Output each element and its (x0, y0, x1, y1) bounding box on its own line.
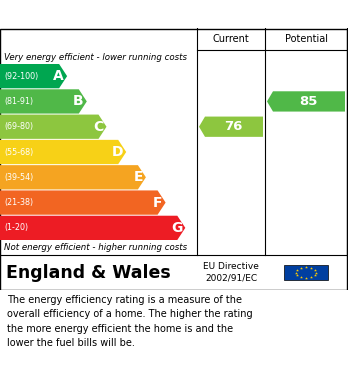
Polygon shape (0, 64, 67, 88)
Text: England & Wales: England & Wales (6, 264, 171, 282)
Text: (92-100): (92-100) (4, 72, 38, 81)
Text: EU Directive
2002/91/EC: EU Directive 2002/91/EC (203, 262, 259, 283)
Text: Potential: Potential (285, 34, 327, 44)
Text: C: C (93, 120, 103, 134)
Text: The energy efficiency rating is a measure of the
overall efficiency of a home. T: The energy efficiency rating is a measur… (7, 295, 253, 348)
Text: E: E (133, 170, 143, 184)
Text: Very energy efficient - lower running costs: Very energy efficient - lower running co… (4, 52, 187, 61)
Polygon shape (0, 115, 106, 139)
Text: (21-38): (21-38) (4, 198, 33, 207)
Text: (1-20): (1-20) (4, 223, 28, 232)
Text: (39-54): (39-54) (4, 173, 33, 182)
Text: 76: 76 (224, 120, 242, 133)
Text: Not energy efficient - higher running costs: Not energy efficient - higher running co… (4, 244, 187, 253)
Text: A: A (53, 69, 64, 83)
Text: G: G (171, 221, 182, 235)
Text: F: F (153, 196, 163, 210)
Polygon shape (0, 165, 146, 189)
Polygon shape (267, 91, 345, 111)
Text: 85: 85 (299, 95, 317, 108)
Text: B: B (73, 95, 84, 108)
Text: D: D (112, 145, 123, 159)
Polygon shape (199, 117, 263, 137)
Text: (55-68): (55-68) (4, 147, 33, 156)
Polygon shape (0, 216, 185, 240)
Polygon shape (0, 190, 166, 215)
Bar (284, 265, 328, 280)
Polygon shape (0, 140, 126, 164)
Text: (81-91): (81-91) (4, 97, 33, 106)
Polygon shape (0, 89, 87, 113)
Text: Current: Current (213, 34, 250, 44)
Text: (69-80): (69-80) (4, 122, 33, 131)
Text: Energy Efficiency Rating: Energy Efficiency Rating (9, 7, 219, 22)
